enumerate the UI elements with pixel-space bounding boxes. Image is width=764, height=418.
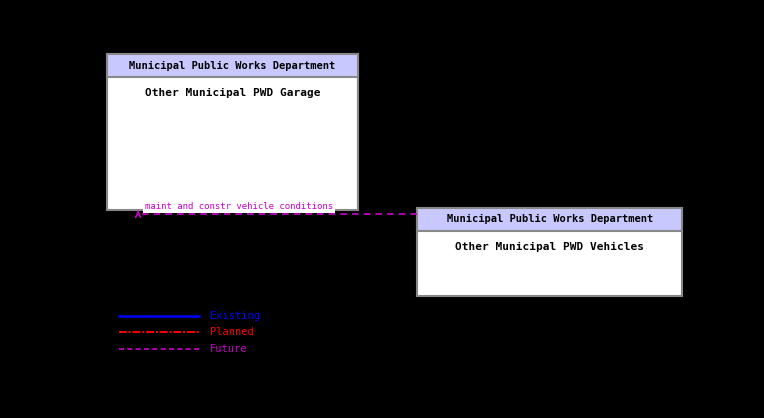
Bar: [107, 54, 358, 77]
Bar: [417, 208, 682, 296]
Text: Planned: Planned: [210, 327, 254, 337]
Bar: [107, 54, 358, 210]
Text: Other Municipal PWD Garage: Other Municipal PWD Garage: [145, 89, 320, 99]
Text: Existing: Existing: [210, 311, 260, 321]
Bar: [417, 208, 682, 231]
Text: Future: Future: [210, 344, 248, 354]
Text: Municipal Public Works Department: Municipal Public Works Department: [129, 61, 335, 71]
Text: maint and constr vehicle conditions: maint and constr vehicle conditions: [144, 202, 333, 211]
Text: Other Municipal PWD Vehicles: Other Municipal PWD Vehicles: [455, 242, 644, 252]
Text: Municipal Public Works Department: Municipal Public Works Department: [446, 214, 652, 224]
